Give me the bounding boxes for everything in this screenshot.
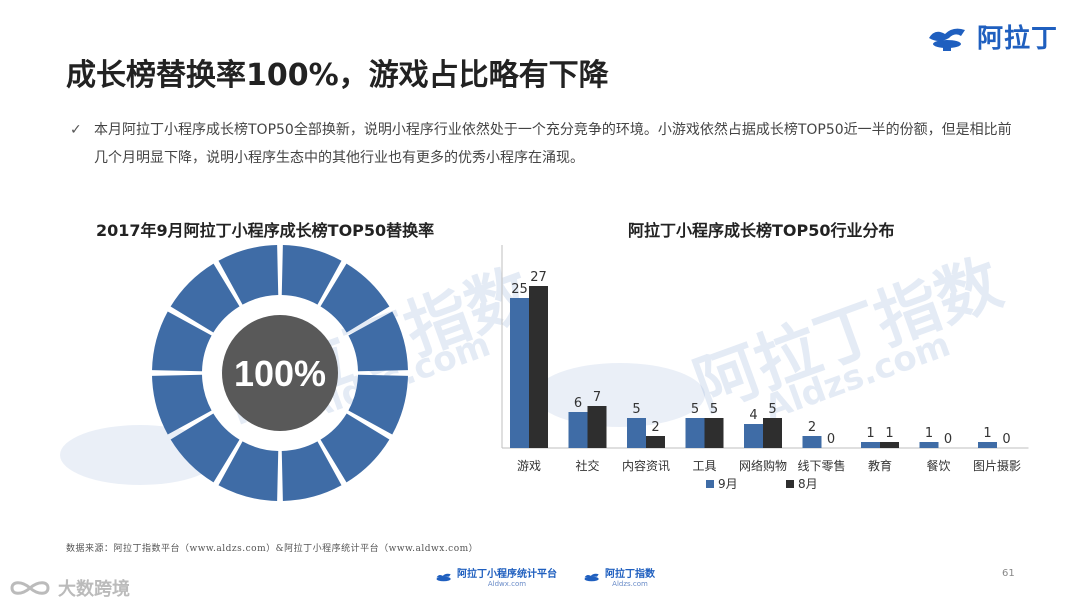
bar-8月: [587, 406, 607, 448]
donut-segment: [281, 441, 342, 501]
bar-8月: [646, 436, 665, 448]
lamp-icon: [436, 573, 451, 581]
bar-9月: [568, 412, 588, 448]
donut-segment: [152, 374, 212, 435]
bar-value-label: 1: [885, 426, 893, 441]
category-label: 游戏: [517, 459, 541, 473]
donut-segment: [281, 245, 342, 305]
lamp-icon: [928, 28, 965, 51]
bar-9月: [861, 442, 880, 448]
footer-logo-index-name: 阿拉丁指数: [605, 569, 655, 580]
bar-9月: [919, 442, 939, 448]
donut-segment: [348, 311, 408, 372]
bar-9月: [510, 298, 529, 448]
bar-value-label: 25: [511, 282, 528, 297]
bar-value-label: 5: [710, 402, 718, 417]
donut-center-label: 100%: [234, 353, 326, 394]
donut-segment: [320, 263, 390, 333]
infinity-icon: [10, 581, 50, 595]
legend-swatch: [786, 480, 794, 488]
bar-value-label: 1: [925, 426, 933, 441]
category-label: 社交: [575, 458, 599, 473]
check-icon: ✓: [70, 122, 82, 138]
category-label: 网络购物: [739, 458, 787, 473]
donut-segment: [170, 413, 240, 483]
donut-segment: [218, 245, 279, 305]
bar-value-label: 0: [1002, 432, 1010, 447]
brand-logo: 阿拉丁: [925, 18, 1058, 55]
bar-8月: [880, 442, 899, 448]
bar-8月: [704, 418, 724, 448]
donut-chart: 100%: [152, 245, 408, 501]
brand-tag: 大数跨境: [8, 575, 130, 601]
category-label: 图片摄影: [973, 458, 1021, 473]
bar-value-label: 5: [632, 402, 640, 417]
donut-segment: [152, 311, 212, 372]
legend-label: 9月: [718, 477, 738, 491]
bar-value-label: 1: [866, 426, 874, 441]
logo-text: 阿拉丁: [976, 24, 1058, 54]
bar-8月: [763, 418, 782, 448]
bar-9月: [744, 424, 763, 448]
bar-value-label: 5: [768, 402, 776, 417]
footer-logo-index-domain: Aldzs.com: [612, 580, 648, 588]
bar-9月: [627, 418, 646, 448]
bar-value-label: 27: [530, 270, 547, 285]
footer-logo-stats-name: 阿拉丁小程序统计平台: [457, 569, 557, 580]
donut-center: [222, 315, 338, 431]
data-source: 数据来源：阿拉丁指数平台（www.aldzs.com）&阿拉丁小程序统计平台（w…: [66, 544, 479, 554]
category-label: 内容资讯: [622, 458, 670, 473]
bar-value-label: 5: [691, 402, 699, 417]
page-number: 61: [1002, 568, 1015, 579]
bar-8月: [529, 286, 548, 448]
category-label: 线下零售: [797, 458, 845, 473]
legend-label: 8月: [798, 477, 818, 491]
donut-chart-title: 2017年9月阿拉丁小程序成长榜TOP50替换率: [96, 221, 435, 240]
legend-swatch: [706, 480, 714, 488]
bar-value-label: 0: [827, 432, 835, 447]
brand-tag-text: 大数跨境: [58, 579, 130, 600]
bar-value-label: 2: [651, 420, 659, 435]
donut-segment: [348, 374, 408, 435]
footer-logo-stats: 阿拉丁小程序统计平台 Aldwx.com: [435, 565, 557, 588]
bar-9月: [685, 418, 705, 448]
summary-text: 本月阿拉丁小程序成长榜TOP50全部换新，说明小程序行业依然处于一个充分竞争的环…: [94, 122, 1012, 166]
bar-value-label: 4: [749, 408, 757, 423]
page-title: 成长榜替换率100%，游戏占比略有下降: [66, 58, 609, 93]
bar-value-label: 2: [808, 420, 816, 435]
category-label: 教育: [868, 458, 892, 473]
lamp-icon: [584, 573, 599, 581]
footer-logo-index: 阿拉丁指数 Aldzs.com: [583, 565, 655, 588]
category-label: 餐饮: [926, 458, 950, 473]
bar-9月: [802, 436, 822, 448]
bar-value-label: 7: [593, 390, 601, 405]
summary: ✓ 本月阿拉丁小程序成长榜TOP50全部换新，说明小程序行业依然处于一个充分竞争…: [70, 116, 1020, 172]
footer-logos: 阿拉丁小程序统计平台 Aldwx.com 阿拉丁指数 Aldzs.com: [435, 565, 655, 588]
footer-logo-stats-domain: Aldwx.com: [487, 580, 527, 588]
donut-segment: [170, 263, 240, 333]
bar-value-label: 6: [574, 396, 582, 411]
donut-segment: [218, 441, 279, 501]
bar-value-label: 1: [983, 426, 991, 441]
bar-chart-title: 阿拉丁小程序成长榜TOP50行业分布: [628, 221, 895, 240]
donut-segment: [320, 413, 390, 483]
bar-9月: [978, 442, 997, 448]
category-label: 工具: [692, 459, 716, 473]
bar-value-label: 0: [944, 432, 952, 447]
